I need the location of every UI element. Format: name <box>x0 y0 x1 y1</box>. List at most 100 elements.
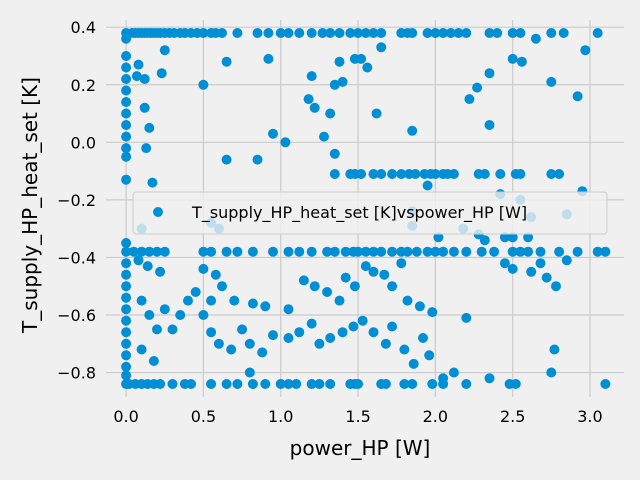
data-point <box>362 62 373 73</box>
data-point <box>121 327 132 338</box>
data-point <box>139 102 150 113</box>
data-point <box>325 108 336 119</box>
data-point <box>186 379 196 389</box>
data-point <box>283 246 294 257</box>
data-point <box>380 379 391 389</box>
data-point <box>410 169 421 179</box>
data-point <box>244 367 255 378</box>
data-point <box>144 310 155 320</box>
data-point <box>484 68 495 79</box>
data-point <box>461 379 472 389</box>
data-point <box>298 275 309 286</box>
data-point <box>353 28 363 38</box>
data-point <box>368 266 379 277</box>
x-axis-ticks: 0.0 0.5 1.0 1.5 2.0 2.5 3.0 <box>113 407 602 426</box>
data-point <box>257 347 268 358</box>
data-point <box>306 71 317 82</box>
data-point <box>356 53 367 64</box>
data-point <box>433 232 444 243</box>
data-point <box>252 154 263 165</box>
data-point <box>526 266 537 277</box>
data-point <box>396 169 407 179</box>
data-point <box>136 344 147 355</box>
data-point <box>399 379 410 389</box>
data-point <box>515 169 526 179</box>
x-axis-label: power_HP [W] <box>290 436 431 460</box>
data-point <box>507 53 518 64</box>
data-point <box>121 62 132 73</box>
data-point <box>484 373 495 384</box>
data-point <box>247 246 258 257</box>
data-point <box>507 232 518 243</box>
data-point <box>368 28 379 38</box>
data-point <box>306 28 317 38</box>
data-point <box>340 246 351 257</box>
data-point <box>418 333 428 343</box>
data-point <box>368 327 379 338</box>
data-point <box>142 261 153 272</box>
data-point <box>206 379 217 389</box>
legend-box <box>132 191 608 235</box>
data-point <box>325 28 336 38</box>
data-point <box>121 238 132 248</box>
data-point <box>221 56 232 67</box>
data-point <box>546 367 557 378</box>
data-point <box>479 169 490 179</box>
data-point <box>535 258 546 269</box>
data-point <box>306 379 317 389</box>
legend: T_supply_HP_heat_set [K]vspower_HP [W] <box>132 191 608 235</box>
data-point <box>283 333 294 343</box>
data-point <box>306 318 317 329</box>
data-point <box>314 338 325 349</box>
data-point <box>558 28 569 38</box>
data-point <box>430 246 441 257</box>
data-point <box>334 28 345 38</box>
data-point <box>408 358 419 369</box>
data-point <box>148 356 159 366</box>
data-point <box>263 28 274 38</box>
data-point <box>371 108 382 119</box>
data-point <box>427 379 438 389</box>
data-point <box>379 269 390 280</box>
data-point <box>507 246 518 257</box>
data-point <box>345 28 356 38</box>
data-point <box>448 246 459 257</box>
data-point <box>247 379 258 389</box>
data-point <box>356 169 367 179</box>
data-point <box>523 232 534 243</box>
data-point <box>376 42 387 53</box>
data-point <box>430 28 441 38</box>
data-point <box>232 246 243 257</box>
data-point <box>438 379 449 389</box>
data-point <box>592 246 603 257</box>
data-point <box>133 255 144 266</box>
data-point <box>128 246 139 257</box>
data-point <box>329 169 340 179</box>
data-point <box>283 304 294 315</box>
data-point <box>303 94 314 105</box>
data-point <box>535 246 546 257</box>
data-point <box>283 379 294 389</box>
data-point <box>268 246 278 257</box>
data-point <box>206 295 217 306</box>
data-point <box>294 28 305 38</box>
data-point <box>319 131 329 142</box>
data-point <box>294 246 305 257</box>
data-point <box>476 246 487 257</box>
data-point <box>213 338 224 349</box>
data-point <box>167 324 178 335</box>
x-tick-label: 2.5 <box>500 407 525 426</box>
data-point <box>422 180 433 191</box>
data-point <box>424 350 435 361</box>
data-point <box>260 379 271 389</box>
data-point <box>121 281 132 292</box>
data-point <box>357 315 368 326</box>
x-tick-label: 1.0 <box>268 407 293 426</box>
data-point <box>484 120 495 130</box>
data-point <box>348 321 359 332</box>
data-point <box>479 235 490 246</box>
data-point <box>376 169 387 179</box>
data-point <box>121 269 132 280</box>
data-point <box>121 350 132 361</box>
